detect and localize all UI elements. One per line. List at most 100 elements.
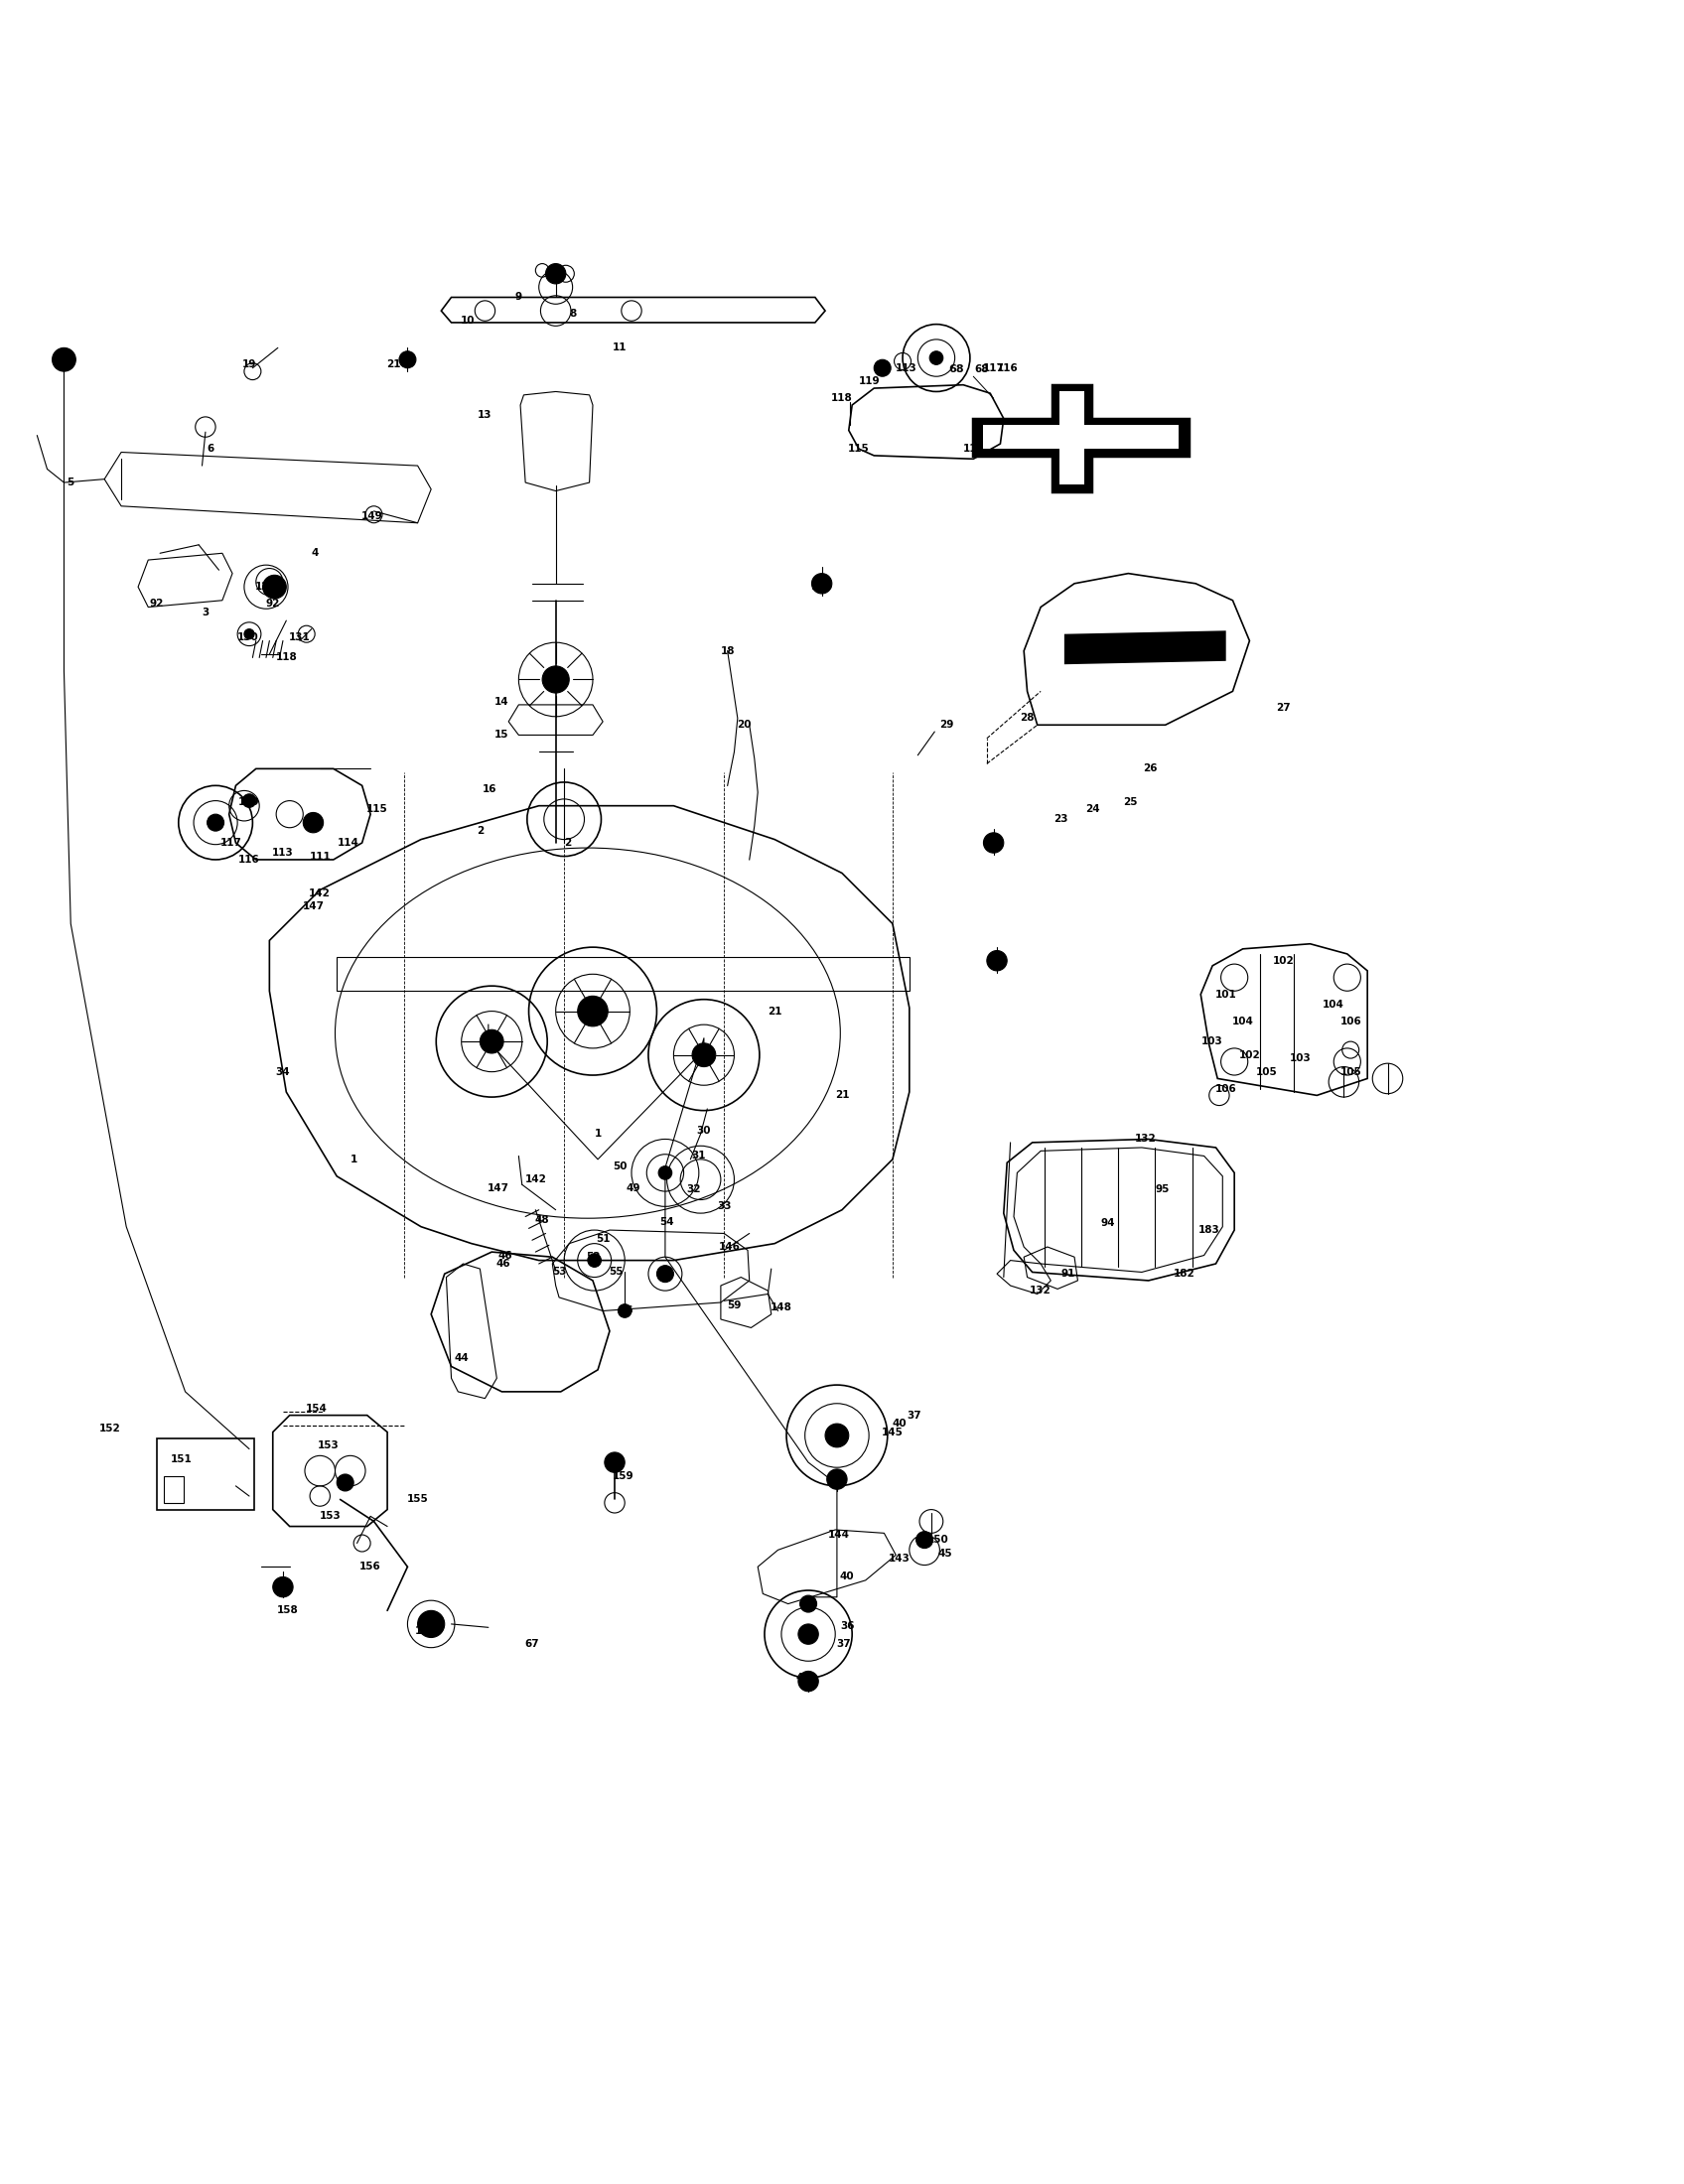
Circle shape <box>273 1577 293 1597</box>
Text: 26: 26 <box>1143 764 1157 773</box>
Text: 11: 11 <box>613 343 626 354</box>
Text: 44: 44 <box>455 1354 468 1363</box>
Text: 105: 105 <box>1340 1066 1361 1077</box>
Text: 46: 46 <box>497 1258 510 1269</box>
Text: 45: 45 <box>938 1548 951 1559</box>
Text: 21: 21 <box>387 360 401 369</box>
Text: 53: 53 <box>552 1267 566 1278</box>
Text: 145: 145 <box>882 1426 903 1437</box>
Text: 130: 130 <box>237 633 258 642</box>
Text: 105: 105 <box>1256 1066 1276 1077</box>
Text: 33: 33 <box>717 1201 731 1212</box>
Text: 113: 113 <box>273 847 293 858</box>
Text: 150: 150 <box>928 1535 948 1544</box>
Text: 24: 24 <box>1086 804 1100 815</box>
Circle shape <box>242 795 256 808</box>
Text: 142: 142 <box>310 889 330 898</box>
Circle shape <box>207 815 224 832</box>
Text: 148: 148 <box>771 1302 791 1313</box>
Text: 129: 129 <box>256 581 276 592</box>
Circle shape <box>930 352 943 365</box>
Text: 131: 131 <box>290 633 310 642</box>
Text: 40: 40 <box>840 1572 854 1581</box>
Text: 116: 116 <box>239 854 259 865</box>
Circle shape <box>244 629 254 640</box>
Circle shape <box>798 1625 818 1645</box>
Text: 21: 21 <box>989 839 1002 847</box>
Text: 153: 153 <box>320 1511 340 1522</box>
Text: 20: 20 <box>738 721 751 729</box>
Text: 142: 142 <box>525 1175 546 1184</box>
Circle shape <box>983 832 1004 854</box>
Polygon shape <box>973 384 1189 491</box>
Text: 144: 144 <box>829 1529 849 1540</box>
Text: 21: 21 <box>835 1090 849 1101</box>
Text: 23: 23 <box>1054 815 1068 823</box>
Text: 116: 116 <box>997 363 1017 373</box>
Text: 37: 37 <box>908 1411 921 1420</box>
Text: 40: 40 <box>797 1673 810 1684</box>
Text: 111: 111 <box>310 852 330 860</box>
Text: 155: 155 <box>408 1494 428 1505</box>
Text: 132: 132 <box>1135 1133 1155 1144</box>
Circle shape <box>588 1254 601 1267</box>
Text: 106: 106 <box>1216 1083 1236 1094</box>
Text: 114: 114 <box>812 581 832 592</box>
Text: 104: 104 <box>1233 1016 1253 1026</box>
Text: 29: 29 <box>940 721 953 729</box>
Text: 91: 91 <box>1061 1269 1074 1280</box>
Text: 31: 31 <box>692 1151 706 1162</box>
Text: 28: 28 <box>1021 714 1034 723</box>
Circle shape <box>546 264 566 284</box>
Text: 46: 46 <box>498 1251 512 1260</box>
Text: 143: 143 <box>889 1553 909 1564</box>
Text: 182: 182 <box>1174 1269 1194 1280</box>
Circle shape <box>52 347 76 371</box>
Circle shape <box>987 950 1007 970</box>
Text: 183: 183 <box>1199 1225 1219 1234</box>
Text: 68: 68 <box>975 365 989 376</box>
Circle shape <box>812 574 832 594</box>
Text: 49: 49 <box>626 1184 640 1192</box>
Polygon shape <box>1064 631 1226 664</box>
Text: 152: 152 <box>99 1424 120 1433</box>
Text: 59: 59 <box>727 1302 741 1310</box>
Text: 5: 5 <box>67 478 74 487</box>
Circle shape <box>657 1265 674 1282</box>
Circle shape <box>399 352 416 369</box>
Circle shape <box>605 1452 625 1472</box>
Text: 103: 103 <box>1290 1053 1310 1064</box>
Text: 48: 48 <box>536 1214 549 1225</box>
Text: 119: 119 <box>859 376 879 387</box>
Text: 32: 32 <box>687 1184 701 1195</box>
Text: 67: 67 <box>525 1640 539 1649</box>
Text: 40: 40 <box>893 1420 906 1428</box>
Circle shape <box>618 1304 632 1317</box>
Text: 157: 157 <box>416 1625 436 1636</box>
Text: 103: 103 <box>1202 1037 1223 1046</box>
Text: 95: 95 <box>1155 1184 1169 1195</box>
Bar <box>163 1476 184 1503</box>
Text: 4: 4 <box>312 548 318 559</box>
Circle shape <box>827 1470 847 1489</box>
Text: 52: 52 <box>586 1251 600 1262</box>
Text: 55: 55 <box>610 1267 623 1278</box>
Text: 6: 6 <box>207 443 214 454</box>
Text: 117: 117 <box>983 363 1004 373</box>
Text: 34: 34 <box>276 1066 290 1077</box>
Text: 3: 3 <box>202 607 209 618</box>
Circle shape <box>798 1671 818 1690</box>
Text: 51: 51 <box>596 1234 610 1243</box>
Polygon shape <box>983 391 1179 485</box>
Text: 56: 56 <box>620 1306 633 1315</box>
Text: 101: 101 <box>1216 989 1236 1000</box>
Text: 153: 153 <box>318 1441 338 1450</box>
Text: 2: 2 <box>564 839 571 847</box>
Circle shape <box>263 574 286 598</box>
Circle shape <box>825 1424 849 1448</box>
Circle shape <box>800 1597 817 1612</box>
Text: 14: 14 <box>495 697 509 705</box>
Circle shape <box>578 996 608 1026</box>
Circle shape <box>658 1166 672 1179</box>
Text: 151: 151 <box>172 1455 192 1463</box>
